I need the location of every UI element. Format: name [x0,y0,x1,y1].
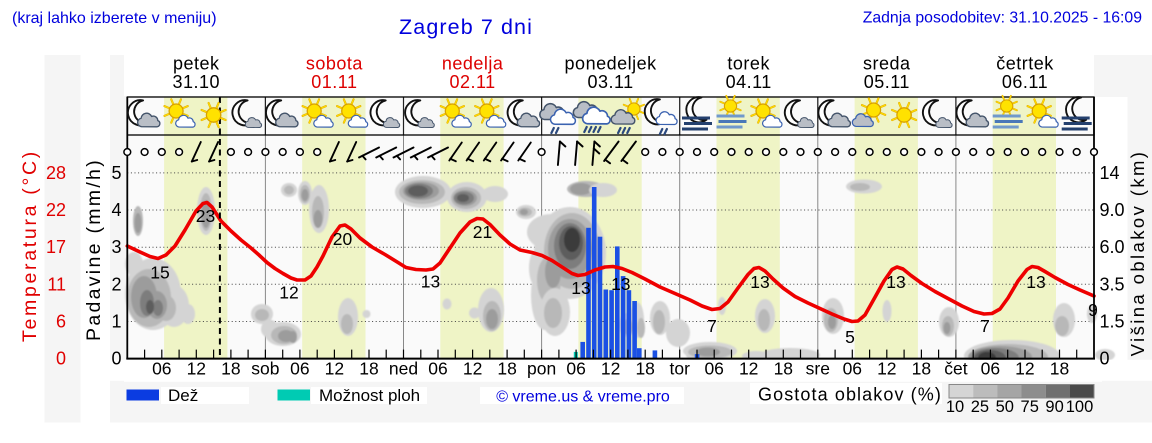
svg-text:3: 3 [111,237,121,257]
svg-text:0: 0 [56,349,66,369]
svg-text:13: 13 [886,272,905,292]
svg-text:12: 12 [601,359,620,379]
svg-text:06: 06 [428,359,447,379]
svg-text:0: 0 [1100,349,1110,369]
svg-text:18: 18 [497,359,516,379]
svg-text:01.11: 01.11 [311,72,357,92]
svg-text:18: 18 [1050,359,1069,379]
svg-text:1: 1 [111,312,121,332]
svg-text:sob: sob [251,359,279,379]
svg-text:28: 28 [46,163,66,183]
svg-text:06: 06 [152,359,171,379]
svg-text:18: 18 [774,359,793,379]
svg-text:12: 12 [739,359,758,379]
svg-text:17: 17 [46,237,66,257]
svg-text:1.5: 1.5 [1100,312,1125,332]
svg-text:05.11: 05.11 [864,72,910,92]
svg-text:7: 7 [707,316,717,336]
svg-text:0: 0 [111,349,121,369]
svg-text:pon: pon [527,359,556,379]
svg-text:(kraj lahko izberete v meniju): (kraj lahko izberete v meniju) [12,10,217,27]
svg-text:06: 06 [843,359,862,379]
svg-text:12: 12 [1015,359,1034,379]
svg-text:čet: čet [944,359,967,379]
svg-text:12: 12 [463,359,482,379]
svg-text:03.11: 03.11 [587,72,633,92]
svg-text:06.11: 06.11 [1002,72,1048,92]
svg-text:12: 12 [877,359,896,379]
svg-text:3.5: 3.5 [1100,274,1125,294]
svg-text:6: 6 [56,312,66,332]
svg-text:12: 12 [325,359,344,379]
svg-text:13: 13 [750,272,769,292]
svg-text:22: 22 [46,200,66,220]
svg-text:18: 18 [359,359,378,379]
svg-text:Gostota oblakov (%): Gostota oblakov (%) [758,385,942,405]
svg-text:9: 9 [1088,300,1098,320]
svg-text:15: 15 [150,263,169,283]
svg-text:06: 06 [566,359,585,379]
svg-text:13: 13 [611,274,630,294]
svg-text:10: 10 [946,398,964,416]
svg-text:12: 12 [187,359,206,379]
svg-text:04.11: 04.11 [726,72,772,92]
svg-text:sreda: sreda [863,54,911,74]
svg-text:13: 13 [1026,272,1045,292]
svg-text:četrtek: četrtek [996,54,1054,74]
svg-text:7: 7 [980,316,990,336]
svg-text:06: 06 [704,359,723,379]
svg-text:23: 23 [196,206,215,226]
svg-text:13: 13 [571,278,590,298]
svg-text:06: 06 [290,359,309,379]
svg-text:18: 18 [635,359,654,379]
svg-text:tor: tor [669,359,690,379]
svg-text:Možnost ploh: Možnost ploh [319,386,420,405]
svg-text:18: 18 [221,359,240,379]
svg-text:Zadnja posodobitev: 31.10.2025: Zadnja posodobitev: 31.10.2025 - 16:09 [863,10,1143,27]
svg-text:31.10: 31.10 [173,72,221,92]
svg-text:6.0: 6.0 [1100,237,1125,257]
svg-text:5: 5 [111,163,121,183]
svg-text:21: 21 [473,222,492,242]
svg-text:ned: ned [389,359,418,379]
svg-text:12: 12 [279,283,298,303]
svg-text:4: 4 [111,200,121,220]
svg-text:90: 90 [1045,398,1063,416]
svg-text:18: 18 [912,359,931,379]
svg-text:torek: torek [727,54,770,74]
svg-text:© vreme.us & vreme.pro: © vreme.us & vreme.pro [496,389,670,406]
svg-text:25: 25 [971,398,989,416]
svg-text:Višina oblakov (km): Višina oblakov (km) [1127,150,1148,357]
svg-text:sre: sre [806,359,830,379]
svg-text:20: 20 [333,229,353,249]
svg-text:Padavine (mm/h): Padavine (mm/h) [83,158,105,341]
svg-text:02.11: 02.11 [449,72,495,92]
svg-text:11: 11 [47,274,66,294]
svg-text:sobota: sobota [306,54,364,74]
svg-text:5: 5 [845,327,855,347]
svg-text:13: 13 [421,272,440,292]
svg-text:ponedeljek: ponedeljek [565,54,658,74]
svg-text:Temperatura (°C): Temperatura (°C) [19,149,41,342]
svg-text:75: 75 [1021,398,1039,416]
svg-text:9.0: 9.0 [1100,200,1125,220]
svg-text:Zagreb 7 dni: Zagreb 7 dni [399,15,533,39]
svg-text:petek: petek [173,54,220,74]
svg-text:50: 50 [996,398,1014,416]
svg-text:100: 100 [1066,398,1094,416]
svg-text:Dež: Dež [168,386,198,405]
svg-text:2: 2 [111,274,121,294]
svg-text:14: 14 [1100,163,1120,183]
svg-text:nedelja: nedelja [442,54,504,74]
svg-text:06: 06 [981,359,1000,379]
